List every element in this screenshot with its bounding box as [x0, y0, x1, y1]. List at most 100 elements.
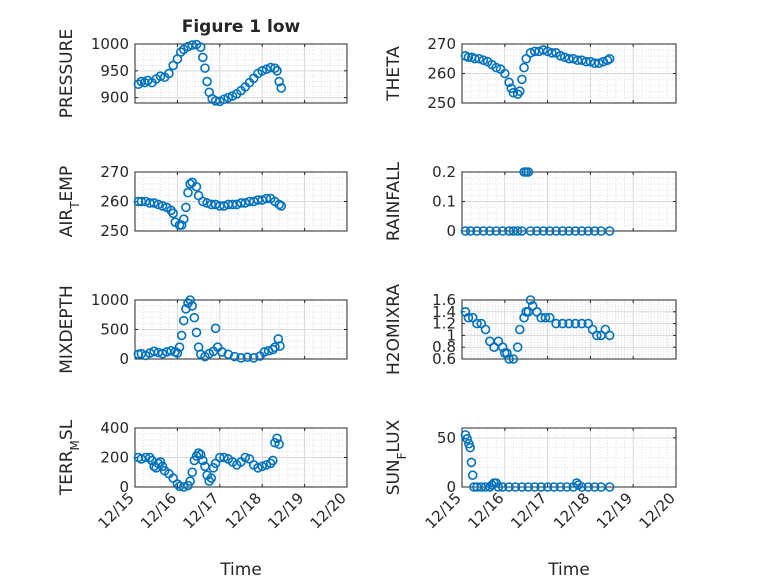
subplot-rainfall: 0 0.1 0.2 RAINFALL: [384, 161, 677, 241]
data-point: [164, 68, 174, 79]
data-point: [274, 76, 284, 87]
data-point: [557, 318, 568, 329]
data-point: [538, 45, 549, 55]
data-point: [478, 55, 489, 66]
data-point: [512, 342, 523, 353]
data-point: [185, 476, 195, 486]
data-point: [491, 226, 502, 236]
data-point: [514, 324, 525, 335]
data-point: [604, 482, 615, 492]
data-point: [485, 226, 495, 236]
data-point: [480, 482, 491, 492]
data-point: [240, 452, 251, 463]
data-point: [172, 348, 183, 358]
data-point: [512, 226, 523, 236]
data-point: [157, 461, 168, 472]
axes-frame: [134, 43, 348, 104]
data-point: [200, 63, 210, 73]
data-point: [267, 455, 278, 466]
data-point: [604, 53, 615, 64]
data-point: [176, 330, 187, 341]
data-point: [174, 342, 185, 353]
data-point: [198, 455, 208, 466]
data-point: [551, 318, 561, 329]
data-point: [525, 226, 536, 236]
y-tick-label: 260: [427, 65, 456, 83]
data-point: [564, 318, 574, 329]
data-point: [478, 226, 489, 236]
data-point: [467, 470, 478, 481]
data-point: [532, 226, 542, 236]
data-point: [257, 66, 268, 76]
data-point: [499, 68, 510, 79]
data-point: [504, 482, 514, 492]
data-point: [219, 94, 229, 105]
y-tick-label: 270: [100, 163, 129, 181]
data-point: [183, 41, 193, 52]
data-point: [193, 448, 204, 458]
y-axis-label: SUNFLUX: [384, 419, 409, 495]
x-axis-label: Time: [547, 560, 590, 580]
data-point: [506, 83, 517, 94]
data-point: [175, 47, 186, 57]
data-point: [604, 226, 615, 236]
data-point: [178, 482, 189, 492]
y-tick-label: 0: [446, 222, 456, 240]
data-point: [191, 181, 202, 192]
data-point: [592, 330, 602, 341]
data-point: [198, 196, 208, 207]
data-point: [257, 461, 268, 472]
data-point: [564, 226, 574, 236]
data-point: [272, 66, 282, 76]
data-point: [508, 354, 519, 364]
data-point: [276, 83, 287, 93]
data-point: [166, 345, 176, 356]
data-point: [195, 449, 206, 460]
data-point: [594, 58, 604, 68]
data-point: [187, 301, 198, 311]
y-tick-label: 1: [446, 326, 456, 344]
data-point: [185, 295, 195, 305]
data-point: [523, 482, 534, 492]
data-point: [223, 349, 234, 360]
data-point: [178, 214, 189, 224]
data-point: [248, 353, 259, 363]
y-tick-label: 260: [100, 193, 129, 211]
data-point: [514, 86, 525, 96]
data-point: [223, 92, 234, 103]
data-point: [270, 342, 280, 353]
data-point: [544, 226, 555, 236]
data-point: [259, 347, 270, 357]
subplot-air_temp: 250 260 270 AIRTEMP: [57, 163, 348, 240]
data-point: [157, 201, 168, 211]
data-point: [589, 482, 600, 492]
data-point: [474, 53, 484, 64]
y-tick-label: 400: [100, 419, 129, 437]
data-point: [589, 226, 600, 236]
data-point: [168, 60, 178, 71]
data-point: [210, 323, 221, 334]
data-point: [217, 347, 227, 357]
y-tick-label: 0.8: [432, 338, 456, 356]
y-tick-label: 1.4: [432, 303, 456, 321]
y-axis-label: TERRMSL: [57, 419, 82, 496]
y-axis-label: MIXDEPTH: [57, 285, 77, 374]
data-point: [510, 482, 521, 492]
data-point: [493, 482, 504, 492]
data-point: [274, 439, 284, 450]
data-point: [504, 77, 514, 88]
data-point: [189, 312, 200, 323]
data-point: [261, 193, 272, 204]
data-point: [195, 42, 206, 53]
y-tick-label: 0.6: [432, 350, 456, 368]
data-point: [466, 457, 477, 468]
data-point: [236, 353, 246, 363]
data-point: [153, 199, 164, 210]
y-axis-label: AIRTEMP: [57, 166, 82, 237]
data-point: [149, 346, 159, 357]
data-point: [462, 434, 472, 444]
y-tick-label: 1.2: [432, 315, 456, 333]
data-point: [272, 433, 282, 444]
y-tick-label: 0.2: [432, 163, 456, 181]
